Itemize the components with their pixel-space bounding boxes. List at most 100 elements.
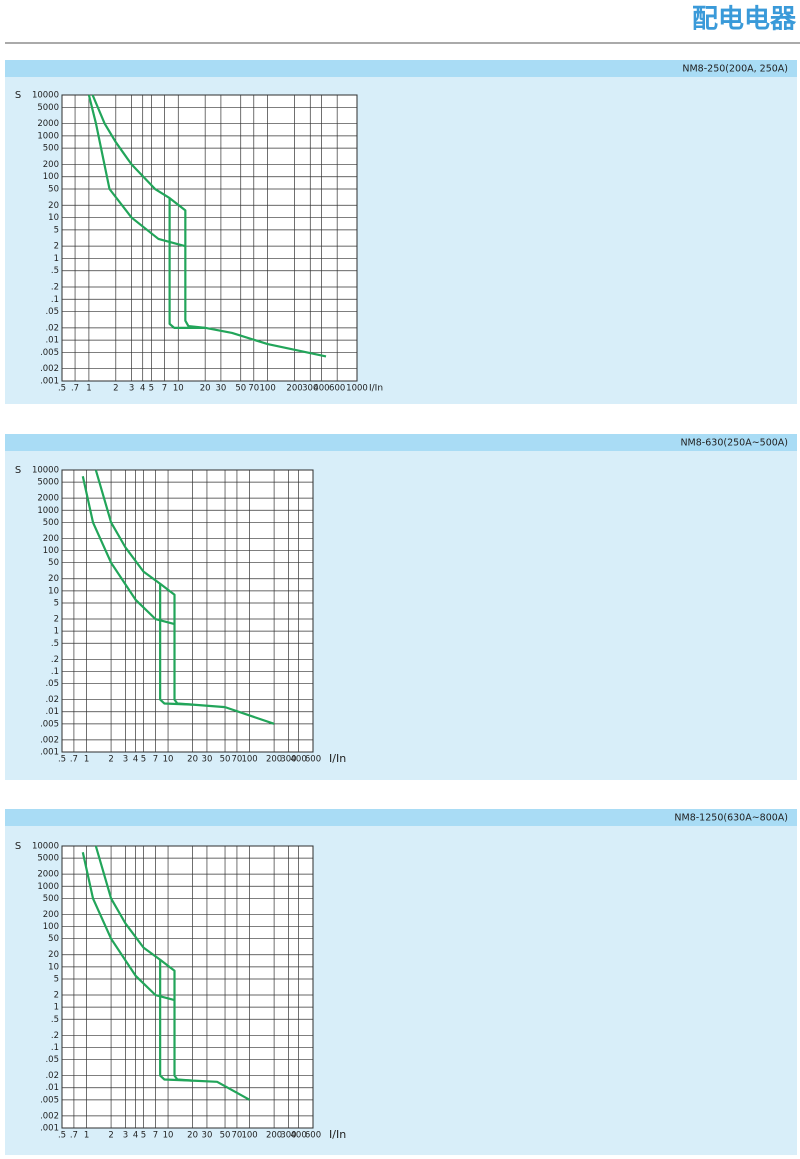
y-tick-label: 1000 xyxy=(37,506,59,516)
y-tick-label: 10000 xyxy=(32,466,59,476)
x-tick-label: 2 xyxy=(108,755,113,765)
x-tick-label: 3 xyxy=(129,384,134,394)
x-tick-label: 300 xyxy=(280,1131,296,1141)
x-tick-label: .7 xyxy=(71,384,79,394)
y-tick-label: 100 xyxy=(43,172,59,182)
y-tick-label: 500 xyxy=(43,518,59,528)
x-tick-label: 3 xyxy=(123,755,128,765)
x-tick-label: 2 xyxy=(113,384,118,394)
x-tick-label: 7 xyxy=(153,1131,158,1141)
y-tick-label: .05 xyxy=(45,307,59,317)
y-tick-label: .002 xyxy=(40,364,59,374)
x-tick-label: 400 xyxy=(313,384,329,394)
x-tick-label: 400 xyxy=(291,755,307,765)
x-tick-label: 50 xyxy=(220,1131,231,1141)
y-tick-label: 2 xyxy=(54,991,59,1001)
y-tick-label: 100 xyxy=(43,546,59,556)
x-tick-label: 4 xyxy=(133,1131,138,1141)
y-tick-label: 1000 xyxy=(37,131,59,141)
y-tick-label: .02 xyxy=(45,1071,59,1081)
panel-title: NM8-1250(630A~800A) xyxy=(674,813,788,824)
y-tick-label: 5000 xyxy=(37,103,59,113)
x-axis-label: I/In xyxy=(329,1128,346,1141)
y-tick-label: 1 xyxy=(54,1003,59,1013)
x-tick-label: .7 xyxy=(70,755,78,765)
y-tick-label: 1000 xyxy=(37,882,59,892)
x-tick-label: 10 xyxy=(163,755,174,765)
y-tick-label: 50 xyxy=(48,558,59,568)
y-tick-label: 10000 xyxy=(32,91,59,101)
x-tick-label: 600 xyxy=(329,384,345,394)
x-axis-label: I/In xyxy=(369,384,383,394)
y-tick-label: .1 xyxy=(51,295,59,305)
y-tick-label: 2000 xyxy=(37,119,59,129)
x-tick-label: 70 xyxy=(248,384,259,394)
x-tick-label: 7 xyxy=(162,384,167,394)
x-tick-label: 20 xyxy=(200,384,211,394)
curve xyxy=(94,845,251,1101)
y-tick-label: 50 xyxy=(48,185,59,195)
x-tick-label: 5 xyxy=(149,384,154,394)
x-tick-label: 50 xyxy=(235,384,246,394)
x-tick-label: 30 xyxy=(202,1131,213,1141)
y-tick-label: .1 xyxy=(51,667,59,677)
y-tick-label: .002 xyxy=(40,735,59,745)
plot-area xyxy=(61,469,314,753)
y-axis-label: S xyxy=(15,841,21,852)
x-tick-label: .5 xyxy=(58,384,66,394)
x-tick-label: 1 xyxy=(84,755,89,765)
y-tick-label: .5 xyxy=(51,1015,59,1025)
x-tick-label: 4 xyxy=(140,384,145,394)
x-tick-label: 70 xyxy=(232,1131,243,1141)
y-tick-label: 5000 xyxy=(37,478,59,488)
y-axis-label: S xyxy=(15,465,21,476)
y-tick-label: .002 xyxy=(40,1111,59,1121)
x-tick-label: 300 xyxy=(302,384,318,394)
curve xyxy=(81,476,175,626)
y-tick-label: .001 xyxy=(40,1124,59,1134)
x-tick-label: 2 xyxy=(108,1131,113,1141)
x-tick-label: 300 xyxy=(280,755,296,765)
page-title: 配电电器 xyxy=(692,5,797,35)
x-tick-label: 200 xyxy=(266,755,282,765)
x-tick-label: 50 xyxy=(220,755,231,765)
curve xyxy=(87,94,186,248)
x-tick-label: 70 xyxy=(232,755,243,765)
y-tick-label: 50 xyxy=(48,934,59,944)
y-tick-label: 1 xyxy=(54,254,59,264)
x-tick-label: 1 xyxy=(84,1131,89,1141)
x-tick-label: 400 xyxy=(291,1131,307,1141)
y-tick-label: 5 xyxy=(54,598,59,608)
panel-title-bar xyxy=(5,434,797,451)
y-tick-label: .005 xyxy=(40,719,59,729)
x-tick-label: 5 xyxy=(141,755,146,765)
y-tick-label: 5 xyxy=(54,225,59,235)
curve xyxy=(159,583,193,706)
y-tick-label: 500 xyxy=(43,144,59,154)
y-tick-label: .2 xyxy=(51,1031,59,1041)
x-tick-label: 7 xyxy=(153,755,158,765)
x-tick-label: 600 xyxy=(305,1131,321,1141)
y-tick-label: 2 xyxy=(54,242,59,252)
x-tick-label: .7 xyxy=(70,1131,78,1141)
x-tick-label: 100 xyxy=(241,755,257,765)
y-tick-label: 10 xyxy=(48,962,59,972)
panel-title-bar xyxy=(5,809,797,826)
plot-area xyxy=(61,94,358,382)
x-tick-label: 600 xyxy=(305,755,321,765)
x-tick-label: 30 xyxy=(202,755,213,765)
y-tick-label: .001 xyxy=(40,748,59,758)
x-tick-label: 1000 xyxy=(346,384,368,394)
y-tick-label: 500 xyxy=(43,894,59,904)
y-tick-label: .005 xyxy=(40,348,59,358)
x-tick-label: 20 xyxy=(187,755,198,765)
x-tick-label: 3 xyxy=(123,1131,128,1141)
y-tick-label: .01 xyxy=(45,1083,59,1093)
curve xyxy=(81,852,175,1002)
x-tick-label: 1 xyxy=(86,384,91,394)
y-tick-label: 20 xyxy=(48,574,59,584)
y-tick-label: 2 xyxy=(54,615,59,625)
x-tick-label: 5 xyxy=(141,1131,146,1141)
x-axis-label: I/In xyxy=(329,752,346,765)
